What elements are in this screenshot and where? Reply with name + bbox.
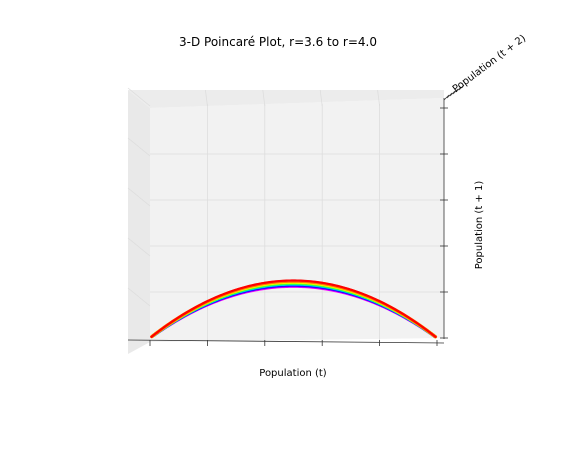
left-pane (128, 90, 150, 354)
axes (127, 84, 465, 346)
grid-line-z (127, 287, 151, 307)
plot-area (127, 84, 465, 354)
z-tick (446, 92, 453, 99)
z-tick (455, 86, 462, 93)
z-tick (452, 88, 459, 95)
grid-line-top (377, 89, 380, 107)
grid-line-z (127, 237, 151, 257)
series-layer (150, 279, 438, 339)
grid-line-top (205, 89, 208, 107)
x-axis-line (127, 339, 445, 344)
grid-line-top (262, 89, 266, 107)
z-tick (449, 90, 456, 97)
grid-line-z (127, 137, 151, 157)
z-tick (443, 94, 450, 101)
grid-line-z (127, 187, 151, 207)
grid-line-z (127, 87, 151, 107)
z-axis-label: Population (t + 2) (451, 33, 528, 95)
y-axis-label: Population (t + 1) (474, 181, 485, 270)
back-pane (150, 98, 444, 342)
grid-line-top (319, 89, 323, 107)
x-axis-label: Population (t) (259, 368, 327, 379)
series-r-4 (150, 279, 437, 338)
chart-title: 3-D Poincaré Plot, r=3.6 to r=4.0 (179, 35, 377, 49)
z-tick (458, 84, 465, 91)
